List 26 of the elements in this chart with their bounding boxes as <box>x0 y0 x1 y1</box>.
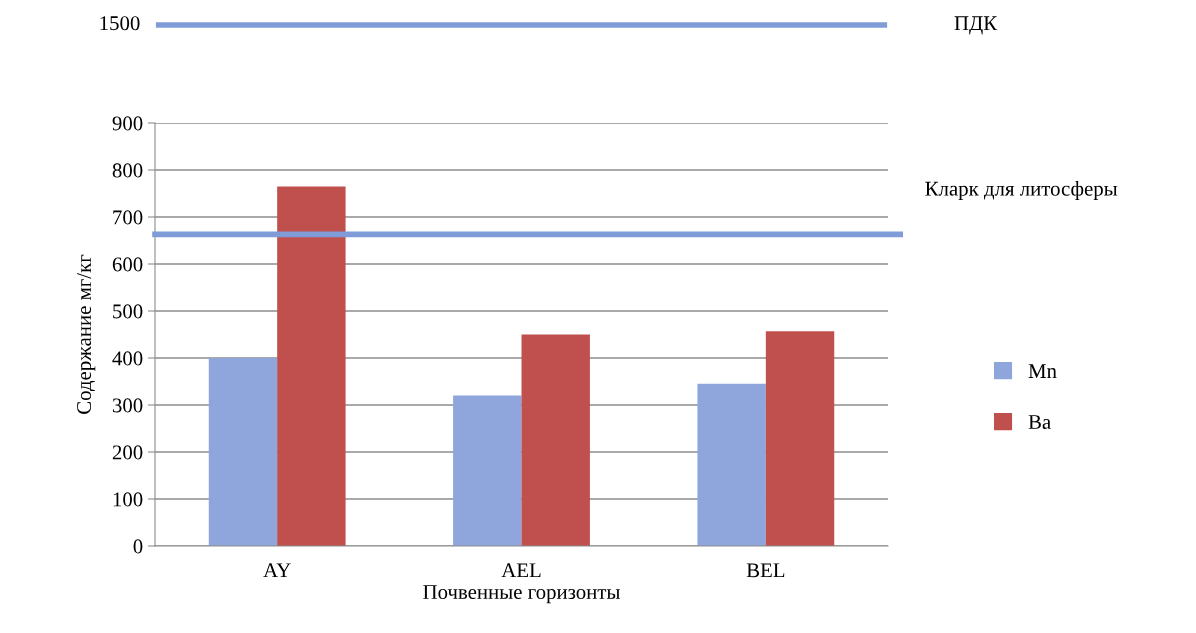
y-tick-label: 400 <box>112 351 143 366</box>
bar <box>208 358 278 546</box>
y-axis-title: Содержание мг/кг <box>77 254 96 414</box>
bar <box>277 186 346 546</box>
x-tick-label: AY <box>263 563 291 578</box>
y-tick-label: 800 <box>112 163 143 178</box>
bar <box>765 331 835 546</box>
bar <box>697 383 766 546</box>
y-tick-label: 300 <box>112 398 143 413</box>
y-tick-label: 100 <box>113 492 143 507</box>
ref-line-label: Кларк для литосферы <box>925 181 1118 200</box>
y-tick-label: 600 <box>112 257 143 272</box>
text: ПДК <box>954 16 998 35</box>
y-tick-label: 0 <box>133 539 143 554</box>
legend-label: Mn <box>1028 364 1057 378</box>
x-tick-label: BEL <box>746 563 785 578</box>
y-tick-label: 500 <box>113 304 143 319</box>
text: 1500 <box>100 16 140 31</box>
y-tick-label: 200 <box>112 445 143 460</box>
y-tick-label: 700 <box>113 210 143 225</box>
y-tick-label: 900 <box>112 116 143 131</box>
x-tick-label: AEL <box>501 563 541 578</box>
x-axis-title: Почвенные горизонты <box>423 585 620 604</box>
bar <box>521 334 590 546</box>
bar <box>453 395 522 546</box>
legend-label: Ba <box>1028 415 1051 429</box>
